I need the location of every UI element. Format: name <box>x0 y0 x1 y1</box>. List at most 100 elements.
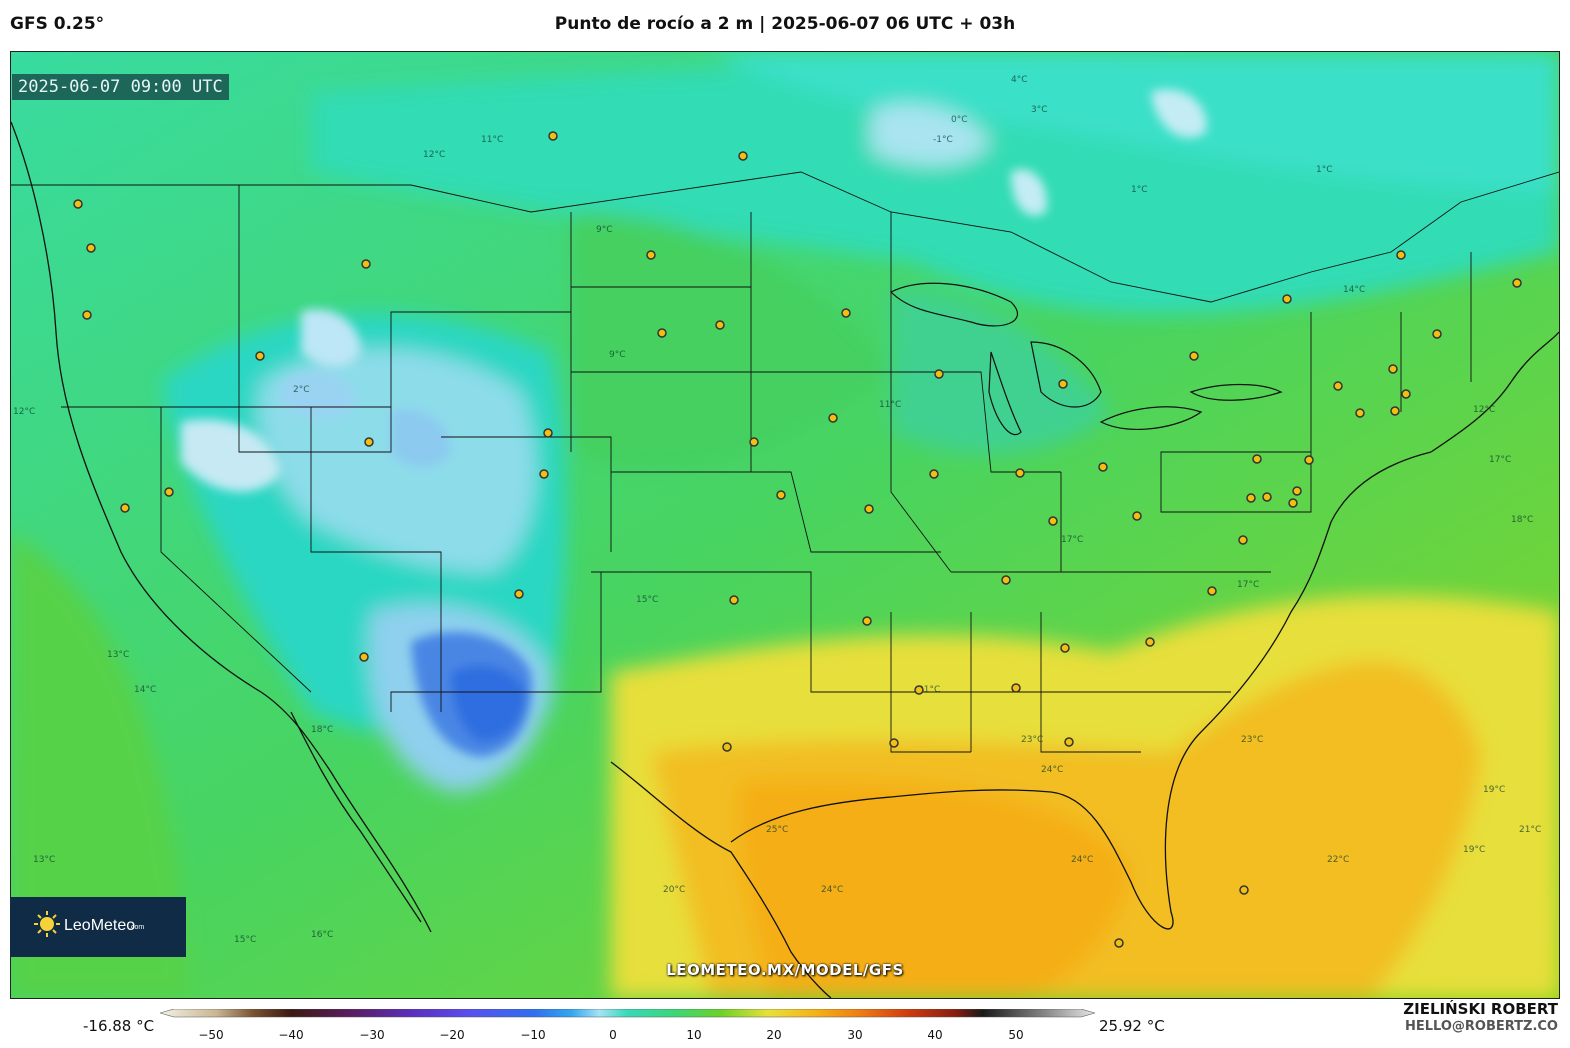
great-lakes <box>889 282 1283 436</box>
city-marker <box>1512 278 1522 288</box>
city-marker <box>1189 351 1199 361</box>
contour-label: 19°C <box>1483 785 1505 795</box>
city-marker <box>1252 454 1262 464</box>
author-email[interactable]: HELLO@ROBERTZ.CO <box>1404 1019 1558 1034</box>
legend-tick: 40 <box>927 1028 942 1042</box>
color-scale: −50 −40 −30 −20 −10 0 10 20 30 40 50 <box>160 1009 1095 1042</box>
city-marker <box>1333 381 1343 391</box>
chart-title: Punto de rocío a 2 m | 2025-06-07 06 UTC… <box>554 14 1016 34</box>
contour-labels: -1°C 0°C 1°C 1°C 2°C 3°C 4°C 9°C 9°C 11°… <box>13 75 1541 945</box>
logo-suffix: .com <box>129 924 145 931</box>
contour-label: 3°C <box>1031 105 1048 115</box>
contour-label: 22°C <box>1327 855 1349 865</box>
contour-label: 1°C <box>1131 185 1148 195</box>
legend-tick: 30 <box>847 1028 862 1042</box>
city-marker <box>1262 492 1272 502</box>
city-marker <box>1011 683 1021 693</box>
leometeo-logo[interactable]: LeoMeteo .com <box>10 897 186 957</box>
contour-label: 23°C <box>1021 735 1043 745</box>
city-marker <box>361 259 371 269</box>
city-marker <box>1304 455 1314 465</box>
contour-label: 24°C <box>821 885 843 895</box>
city-marker <box>255 351 265 361</box>
city-marker <box>1048 516 1058 526</box>
legend-tick: −50 <box>198 1028 223 1042</box>
map-panel[interactable]: -1°C 0°C 1°C 1°C 2°C 3°C 4°C 9°C 9°C 11°… <box>10 51 1560 999</box>
city-marker <box>934 369 944 379</box>
city-marker <box>1292 486 1302 496</box>
city-marker <box>862 616 872 626</box>
contour-label: 12°C <box>423 150 445 160</box>
city-marker <box>1432 329 1442 339</box>
contour-label: 11°C <box>481 135 503 145</box>
city-marker <box>1064 737 1074 747</box>
contour-label: 9°C <box>609 350 626 360</box>
contour-label: 14°C <box>134 685 156 695</box>
dewpoint-field: -1°C 0°C 1°C 1°C 2°C 3°C 4°C 9°C 9°C 11°… <box>11 52 1559 998</box>
legend-tick: −30 <box>359 1028 384 1042</box>
contour-label: 1°C <box>1316 165 1333 175</box>
legend-tick: −10 <box>520 1028 545 1042</box>
city-marker <box>657 328 667 338</box>
contour-label: 9°C <box>596 225 613 235</box>
city-marker <box>1060 643 1070 653</box>
city-marker <box>1207 586 1217 596</box>
contour-label: 0°C <box>951 115 968 125</box>
legend-tick: 20 <box>766 1028 781 1042</box>
city-marker <box>86 243 96 253</box>
city-marker <box>749 437 759 447</box>
city-marker <box>548 131 558 141</box>
city-marker <box>738 151 748 161</box>
contour-label: 24°C <box>1041 765 1063 775</box>
city-markers <box>73 131 1522 948</box>
contour-label: 2°C <box>293 385 310 395</box>
city-marker <box>1239 885 1249 895</box>
contour-label: 20°C <box>663 885 685 895</box>
city-marker <box>1058 379 1068 389</box>
city-marker <box>864 504 874 514</box>
city-marker <box>841 308 851 318</box>
contour-label: 18°C <box>1511 515 1533 525</box>
legend-tick: −40 <box>278 1028 303 1042</box>
city-marker <box>1132 511 1142 521</box>
contour-label: 17°C <box>1237 580 1259 590</box>
contour-label: 23°C <box>1241 735 1263 745</box>
city-marker <box>646 250 656 260</box>
city-marker <box>1288 498 1298 508</box>
city-marker <box>539 469 549 479</box>
city-marker <box>828 413 838 423</box>
city-marker <box>1388 364 1398 374</box>
city-marker <box>1396 250 1406 260</box>
city-marker <box>1355 408 1365 418</box>
contour-label: 25°C <box>766 825 788 835</box>
city-marker <box>543 428 553 438</box>
city-marker <box>1114 938 1124 948</box>
coastlines <box>11 121 1559 998</box>
contour-label: 12°C <box>1473 405 1495 415</box>
logo-text: LeoMeteo <box>64 917 136 934</box>
city-marker <box>164 487 174 497</box>
contour-label: 19°C <box>1463 845 1485 855</box>
city-marker <box>1001 575 1011 585</box>
contour-label: 15°C <box>234 935 256 945</box>
legend-tick: 0 <box>609 1028 617 1042</box>
contour-label: 15°C <box>636 595 658 605</box>
contour-label: 14°C <box>1343 285 1365 295</box>
contour-label: 17°C <box>1489 455 1511 465</box>
contour-label: 11°C <box>879 400 901 410</box>
contour-label: 16°C <box>311 930 333 940</box>
city-marker <box>776 490 786 500</box>
city-marker <box>1401 389 1411 399</box>
author-name: ZIELIŃSKI ROBERT <box>1403 1000 1558 1018</box>
legend-tick: 50 <box>1008 1028 1023 1042</box>
city-marker <box>1238 535 1248 545</box>
contour-label: 21°C <box>918 685 940 695</box>
valid-time-badge: 2025-06-07 09:00 UTC <box>12 74 229 100</box>
city-marker <box>359 652 369 662</box>
legend-max-label: 25.92 °C <box>1099 1017 1165 1035</box>
city-marker <box>889 738 899 748</box>
contour-label: 13°C <box>107 650 129 660</box>
contour-label: -1°C <box>933 135 953 145</box>
contour-label: 21°C <box>1519 825 1541 835</box>
city-marker <box>914 685 924 695</box>
